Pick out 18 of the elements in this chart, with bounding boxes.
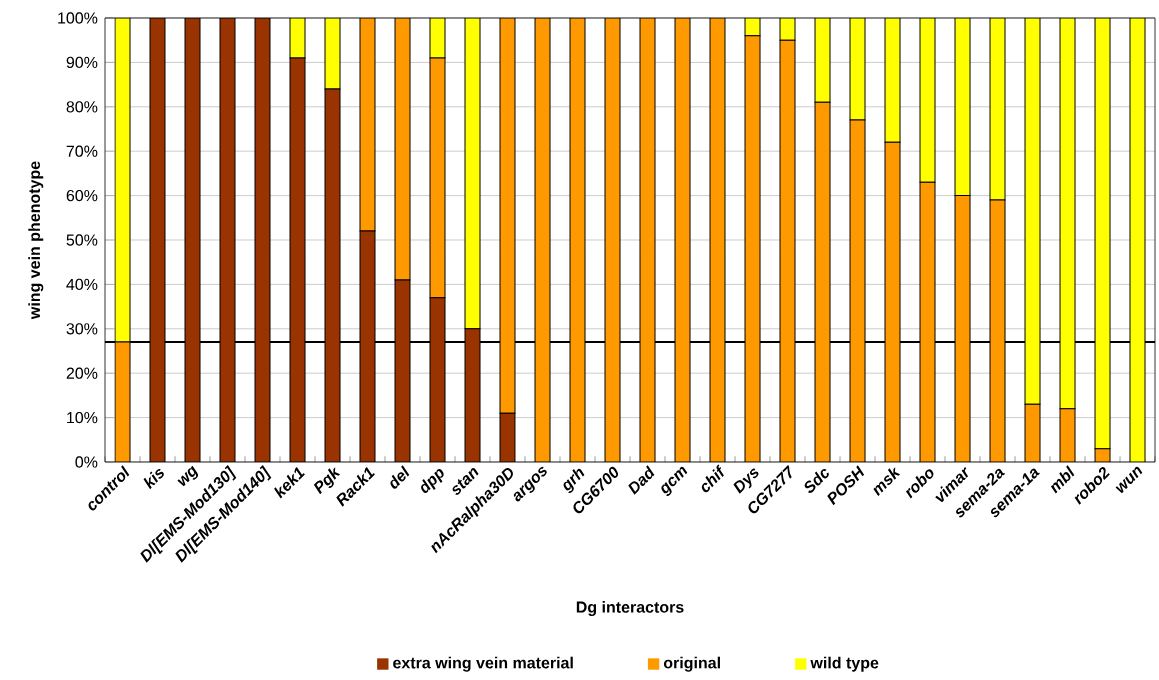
y-tick-label: 40%: [66, 278, 98, 291]
y-tick-label: 30%: [66, 323, 98, 335]
x-tick-label: del: [390, 465, 410, 489]
y-tick-label: 60%: [66, 189, 98, 202]
y-axis-title: wing vein phenotype: [28, 161, 44, 320]
y-tick-label: 70%: [66, 145, 98, 157]
y-tick-label: 50%: [66, 234, 98, 246]
y-tick-label: 10%: [67, 411, 98, 424]
x-tick-label: wun: [1115, 466, 1143, 494]
legend-label: original: [663, 656, 720, 672]
y-tick-label: 20%: [66, 367, 98, 379]
y-tick-label: 100%: [58, 12, 98, 24]
x-axis-title: Dg interactors: [576, 601, 684, 617]
legend-label: wild type: [810, 656, 879, 672]
y-tick-label: 80%: [66, 101, 98, 113]
y-tick-label: 90%: [66, 56, 98, 69]
legend-label: extra wing vein material: [393, 656, 573, 672]
x-tick-label: Sdc: [804, 468, 829, 493]
